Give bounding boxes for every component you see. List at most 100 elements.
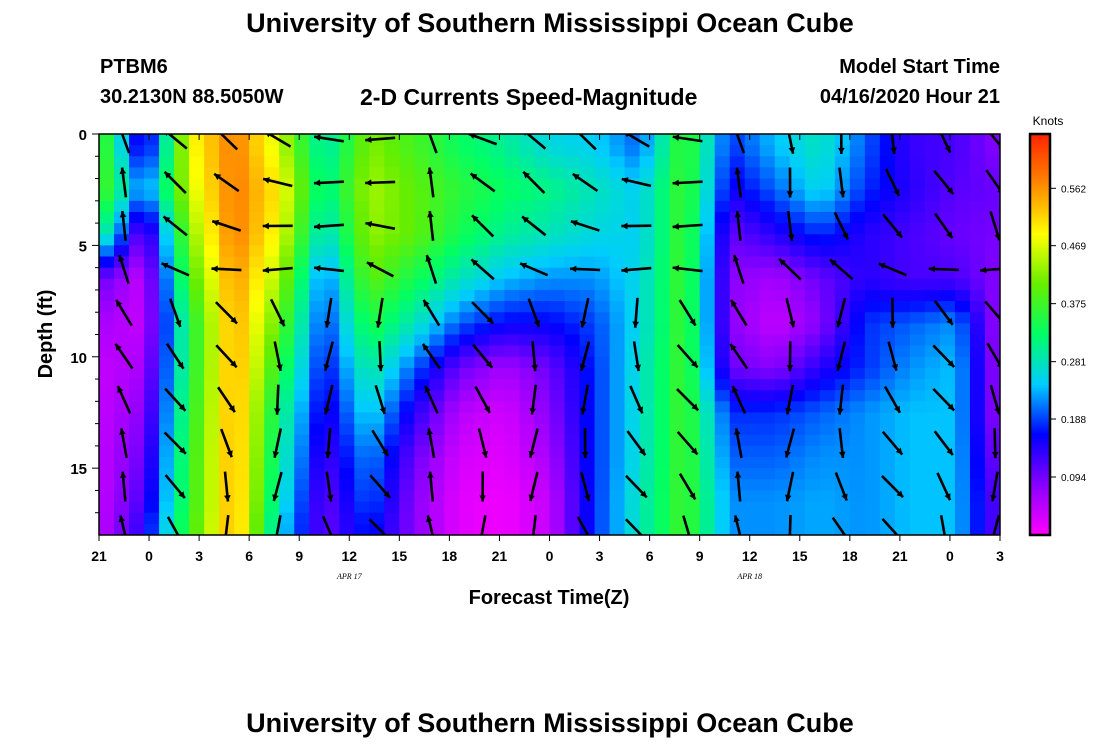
heatmap-cell <box>234 323 250 336</box>
heatmap-cell <box>444 479 460 492</box>
heatmap-cell <box>504 178 521 191</box>
heatmap-cell <box>924 401 941 414</box>
heatmap-cell <box>534 211 551 224</box>
heatmap-cell <box>639 200 656 213</box>
heatmap-cell <box>609 301 626 313</box>
heatmap-cell <box>549 234 566 246</box>
heatmap-cell <box>294 301 310 313</box>
current-vector-arrow <box>163 431 187 455</box>
heatmap-cell <box>534 401 551 414</box>
heatmap-cell <box>189 412 205 425</box>
heatmap-cell <box>264 334 280 347</box>
heatmap-cell <box>609 223 626 235</box>
heatmap-cell <box>399 145 415 157</box>
heatmap-cell <box>384 145 400 157</box>
heatmap-cell <box>309 189 325 202</box>
x-tick-label: 18 <box>442 548 458 564</box>
heatmap-cell <box>459 178 476 191</box>
heatmap-cell <box>954 145 971 157</box>
heatmap-cell <box>954 334 971 347</box>
heatmap-cell <box>324 379 340 391</box>
current-vectors <box>114 134 1000 535</box>
heatmap-cell <box>279 312 295 324</box>
heatmap-cell <box>294 245 310 258</box>
x-tick-label: 15 <box>392 548 408 564</box>
heatmap-cell <box>834 401 851 414</box>
heatmap-cell <box>354 367 370 380</box>
heatmap-cell <box>924 390 941 402</box>
heatmap-cell <box>489 167 506 180</box>
heatmap-cell <box>114 367 130 380</box>
heatmap-cell <box>729 134 746 146</box>
heatmap-cell <box>579 401 596 414</box>
heatmap-cell <box>474 167 491 180</box>
heatmap-cell <box>654 267 671 280</box>
current-vector-arrow <box>527 298 541 328</box>
heatmap-cell <box>159 379 175 391</box>
heatmap-cell <box>609 457 626 469</box>
heatmap-cell <box>189 267 205 280</box>
heatmap-cell <box>954 445 971 458</box>
heatmap-cell <box>864 490 881 503</box>
heatmap-cell <box>99 490 115 503</box>
heatmap-cell <box>654 301 671 313</box>
heatmap-cell <box>969 412 986 425</box>
heatmap-cell <box>384 468 400 480</box>
current-vector-arrow <box>426 428 436 459</box>
heatmap-cell <box>564 490 581 503</box>
heatmap-cell <box>774 367 791 380</box>
heatmap-cell <box>894 289 911 302</box>
heatmap-cell <box>474 323 491 336</box>
heatmap-cell <box>219 445 235 458</box>
heatmap-cell <box>669 423 686 436</box>
heatmap-cell <box>474 178 491 191</box>
heatmap-cell <box>909 234 926 246</box>
heatmap-cell <box>339 301 355 313</box>
current-vector-arrow <box>676 388 700 412</box>
heatmap-cell <box>99 468 115 480</box>
heatmap-cell <box>774 278 791 291</box>
heatmap-cell <box>579 479 596 492</box>
heatmap-cell <box>969 312 986 324</box>
heatmap-cell <box>549 379 566 391</box>
heatmap-cell <box>444 145 460 157</box>
current-vector-arrow <box>629 385 644 414</box>
heatmap-cell <box>459 445 476 458</box>
heatmap-cell <box>819 211 836 224</box>
current-vector-arrow <box>262 222 293 230</box>
heatmap-cell <box>279 134 295 146</box>
heatmap-cell <box>834 356 851 369</box>
heatmap-cell <box>129 256 145 269</box>
heatmap-cell <box>549 512 566 525</box>
heatmap-cell <box>879 200 896 213</box>
heatmap-cell <box>159 156 175 169</box>
heatmap-cell <box>909 223 926 235</box>
heatmap-cell <box>864 267 881 280</box>
heatmap-cell <box>684 512 701 525</box>
heatmap-cell <box>774 356 791 369</box>
heatmap-cell <box>324 434 340 447</box>
heatmap-cell <box>819 256 836 269</box>
heatmap-cell <box>729 234 746 246</box>
heatmap-cell <box>264 345 280 358</box>
heatmap-cell <box>204 134 220 146</box>
heatmap-cell <box>354 457 370 469</box>
heatmap-cell <box>309 256 325 269</box>
heatmap-cell <box>384 156 400 169</box>
heatmap-cell <box>684 434 701 447</box>
heatmap-cell <box>624 490 641 503</box>
heatmap-cell <box>834 245 851 258</box>
heatmap-cell <box>789 512 806 525</box>
heatmap-cell <box>429 312 445 324</box>
heatmap-cell <box>549 223 566 235</box>
heatmap-cell <box>249 267 265 280</box>
current-vector-arrow <box>272 471 283 502</box>
current-vector-arrow <box>580 471 591 502</box>
heatmap-cell <box>654 412 671 425</box>
heatmap-cell <box>534 145 551 157</box>
heatmap-cell <box>909 178 926 191</box>
heatmap-cell <box>564 178 581 191</box>
current-vector-arrow <box>729 299 748 327</box>
heatmap-cell <box>669 401 686 414</box>
heatmap-cell <box>804 445 821 458</box>
